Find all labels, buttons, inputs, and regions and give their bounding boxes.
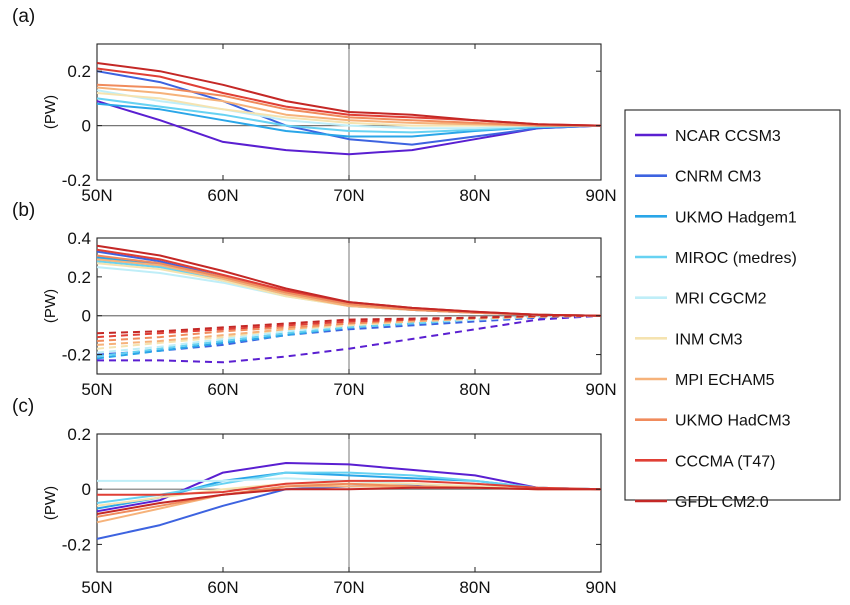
y-axis-label: (PW) bbox=[42, 95, 59, 129]
legend-item: UKMO HadCM3 bbox=[635, 413, 791, 430]
legend-label: UKMO Hadgem1 bbox=[675, 209, 797, 226]
x-tick-label: 60N bbox=[207, 578, 238, 597]
y-tick-label: -0.2 bbox=[62, 171, 91, 190]
series-line bbox=[96, 70, 602, 146]
y-axis-label: (PW) bbox=[42, 486, 59, 520]
series-line-dashed bbox=[97, 314, 602, 364]
y-tick-label: 0.2 bbox=[67, 62, 91, 81]
legend-item: CCCMA (T47) bbox=[635, 453, 775, 470]
panel-3: (c) (PW)-0.2 0 0.2 50N 60N 70N 80N 90N bbox=[12, 396, 617, 597]
series-line bbox=[96, 62, 602, 127]
x-tick-label: 50N bbox=[81, 186, 112, 205]
x-tick-label: 80N bbox=[459, 380, 490, 399]
y-tick-label: 0.2 bbox=[67, 425, 91, 444]
x-tick-label: 70N bbox=[333, 578, 364, 597]
legend-label: MRI CGCM2 bbox=[675, 291, 767, 308]
y-tick-label: -0.2 bbox=[62, 535, 91, 554]
series-line bbox=[96, 97, 602, 134]
series-line-dashed bbox=[96, 314, 601, 335]
legend-label: INM CM3 bbox=[675, 331, 743, 348]
x-tick-label: 50N bbox=[81, 578, 112, 597]
x-tick-label: 60N bbox=[207, 186, 238, 205]
legend-item: UKMO Hadgem1 bbox=[635, 209, 797, 226]
panel-label: (c) bbox=[12, 396, 34, 417]
x-tick-label: 70N bbox=[333, 186, 364, 205]
legend-label: CCCMA (T47) bbox=[675, 453, 775, 470]
panel-1: (a) (PW) -0.2 0 0.2 50N 60N 70N 80N 90N bbox=[12, 6, 617, 205]
y-tick-label: 0.4 bbox=[67, 229, 91, 248]
y-tick-label: 0 bbox=[82, 480, 91, 499]
x-tick-label: 90N bbox=[585, 186, 616, 205]
series-line bbox=[96, 244, 602, 317]
panel-label: (a) bbox=[12, 6, 35, 27]
legend-label: GFDL CM2.0 bbox=[675, 494, 769, 511]
y-axis-label: (PW) bbox=[42, 289, 59, 323]
x-tick-label: 90N bbox=[585, 578, 616, 597]
series-line bbox=[96, 83, 601, 127]
legend-label: CNRM CM3 bbox=[675, 169, 761, 186]
legend: NCAR CCSM3 CNRM CM3 UKMO Hadgem1 MIROC (med… bbox=[624, 109, 841, 511]
legend-item: MIROC (medres) bbox=[635, 250, 797, 267]
x-tick-label: 80N bbox=[459, 578, 490, 597]
x-tick-label: 70N bbox=[333, 380, 364, 399]
legend-label: MPI ECHAM5 bbox=[675, 372, 775, 389]
legend-label: MIROC (medres) bbox=[675, 250, 797, 267]
x-tick-label: 60N bbox=[207, 380, 238, 399]
legend-item: INM CM3 bbox=[635, 331, 743, 348]
legend-item: MPI ECHAM5 bbox=[635, 372, 775, 389]
y-tick-label: 0 bbox=[82, 117, 91, 136]
legend-item: GFDL CM2.0 bbox=[635, 494, 769, 511]
legend-item: MRI CGCM2 bbox=[635, 291, 767, 308]
y-tick-label: 0 bbox=[82, 307, 91, 326]
y-tick-label: 0.2 bbox=[67, 268, 91, 287]
x-tick-label: 90N bbox=[585, 380, 616, 399]
x-tick-label: 50N bbox=[81, 380, 112, 399]
y-tick-label: -0.2 bbox=[62, 346, 91, 365]
series-line bbox=[97, 479, 602, 496]
legend-item: NCAR CCSM3 bbox=[635, 128, 781, 145]
panel-label: (b) bbox=[12, 200, 35, 221]
legend-label: NCAR CCSM3 bbox=[675, 128, 781, 145]
panel-2: (b) (PW) -0.2 0 0.2 0.4 50N 60N 70N 80N 90N bbox=[12, 200, 617, 399]
legend-item: CNRM CM3 bbox=[635, 169, 761, 186]
x-tick-label: 80N bbox=[459, 186, 490, 205]
legend-label: UKMO HadCM3 bbox=[675, 413, 791, 430]
series-line bbox=[96, 486, 601, 515]
